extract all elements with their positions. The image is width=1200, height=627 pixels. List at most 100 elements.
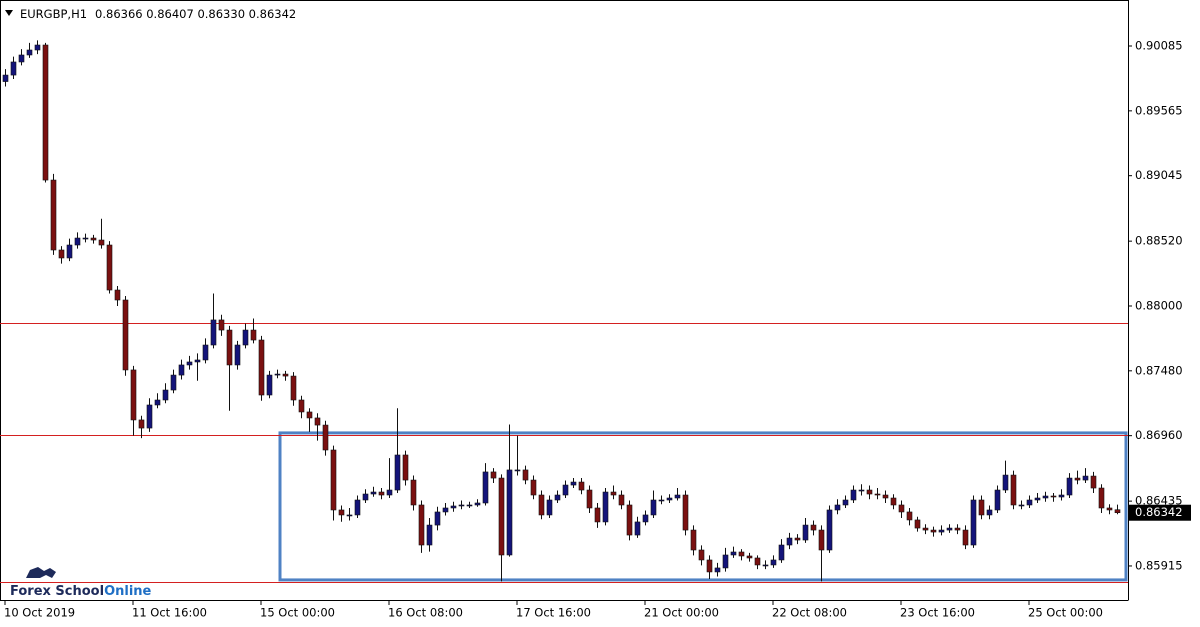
x-tick-label: 22 Oct 08:00 xyxy=(772,606,847,620)
y-tick-label: 0.86435 xyxy=(1135,494,1183,508)
candle-body xyxy=(930,529,937,533)
candle-body xyxy=(602,491,609,523)
candle-body xyxy=(858,489,865,492)
logo-highlight: Online xyxy=(104,584,151,599)
candle-body xyxy=(138,419,145,429)
candle-body xyxy=(2,74,9,82)
candle-body xyxy=(722,554,729,569)
candle-body xyxy=(778,544,785,561)
logo: Forex SchoolOnline xyxy=(10,567,152,599)
chart-header: EURGBP,H1 0.86366 0.86407 0.86330 0.86342 xyxy=(20,7,296,21)
candle-body xyxy=(450,505,457,509)
symbol: EURGBP,H1 xyxy=(20,7,87,21)
candle-body xyxy=(810,524,817,531)
candle-body xyxy=(898,504,905,513)
candle-body xyxy=(482,471,489,504)
candle-body xyxy=(970,499,977,546)
candle-body xyxy=(786,537,793,546)
candle-body xyxy=(1042,495,1049,499)
candle-body xyxy=(554,494,561,501)
last-price-label: 0.86342 xyxy=(1135,505,1183,519)
candle-body xyxy=(698,549,705,561)
candle-body xyxy=(466,504,473,507)
candle-body xyxy=(74,237,81,246)
y-tick-label: 0.88000 xyxy=(1135,298,1183,312)
x-tick-label: 25 Oct 00:00 xyxy=(1028,606,1103,620)
candle-body xyxy=(562,484,569,496)
candle-body xyxy=(34,44,41,51)
candle-body xyxy=(66,244,73,259)
candle-body xyxy=(986,509,993,516)
candle-body xyxy=(842,499,849,506)
candle-body xyxy=(82,237,89,240)
candle-body xyxy=(146,404,153,429)
candle-body xyxy=(754,557,761,566)
candle-body xyxy=(1106,507,1113,511)
candle-body xyxy=(922,527,929,531)
candle-body xyxy=(234,344,241,366)
candle-body xyxy=(682,494,689,531)
x-tick-label: 23 Oct 16:00 xyxy=(900,606,975,620)
candle-body xyxy=(762,564,769,567)
candle-body xyxy=(794,537,801,541)
candle-body xyxy=(330,449,337,511)
candle-body xyxy=(674,494,681,499)
candle-body xyxy=(402,454,409,481)
candle-body xyxy=(18,54,25,63)
candle-body xyxy=(394,454,401,491)
candle-body xyxy=(1034,497,1041,501)
candle-body xyxy=(274,373,281,376)
candle-body xyxy=(802,524,809,541)
x-tick-label: 16 Oct 08:00 xyxy=(388,606,463,620)
candle-body xyxy=(282,373,289,377)
candle-body xyxy=(186,361,193,366)
candle-body xyxy=(546,499,553,516)
candle-body xyxy=(338,509,345,516)
candle-body xyxy=(194,359,201,363)
candle-body xyxy=(618,494,625,506)
x-tick-label: 10 Oct 2019 xyxy=(4,606,75,620)
x-tick-label: 17 Oct 16:00 xyxy=(516,606,591,620)
logo-icon xyxy=(26,567,56,578)
candle-body xyxy=(386,489,393,496)
candle-body xyxy=(178,364,185,376)
candle-body xyxy=(962,529,969,546)
y-tick-label: 0.88520 xyxy=(1135,234,1183,248)
candle-body xyxy=(106,244,113,291)
candle-body xyxy=(658,499,665,502)
candle-body xyxy=(298,399,305,413)
range-zone xyxy=(278,431,1128,582)
candle-body xyxy=(410,479,417,506)
candle-body xyxy=(586,489,593,509)
candle-body xyxy=(642,514,649,523)
candle-body xyxy=(994,489,1001,511)
candle-body xyxy=(1114,509,1121,514)
candle-body xyxy=(954,527,961,531)
candle-body xyxy=(834,504,841,511)
candle-body xyxy=(90,237,97,241)
candle-body xyxy=(290,375,297,401)
candle-body xyxy=(162,389,169,401)
candle-body xyxy=(114,289,121,301)
candle-body xyxy=(1010,474,1017,506)
candle-body xyxy=(530,479,537,496)
candle-body xyxy=(50,179,57,251)
menu-triangle[interactable] xyxy=(5,10,13,16)
candle-body xyxy=(1050,495,1057,498)
y-tick-label: 0.89045 xyxy=(1135,168,1183,182)
candle-body xyxy=(26,49,33,56)
candle-body xyxy=(770,559,777,566)
candle-body xyxy=(938,529,945,533)
candle-body xyxy=(242,329,249,346)
y-tick-label: 0.89565 xyxy=(1135,103,1183,117)
candle-body xyxy=(42,44,49,181)
candle-body xyxy=(266,374,273,396)
candle-body xyxy=(874,493,881,496)
candle-body xyxy=(634,521,641,536)
candle-body xyxy=(714,567,721,573)
candle-body xyxy=(882,494,889,499)
x-tick-label: 21 Oct 00:00 xyxy=(644,606,719,620)
candle-body xyxy=(1082,475,1089,481)
candle-body xyxy=(210,319,217,346)
